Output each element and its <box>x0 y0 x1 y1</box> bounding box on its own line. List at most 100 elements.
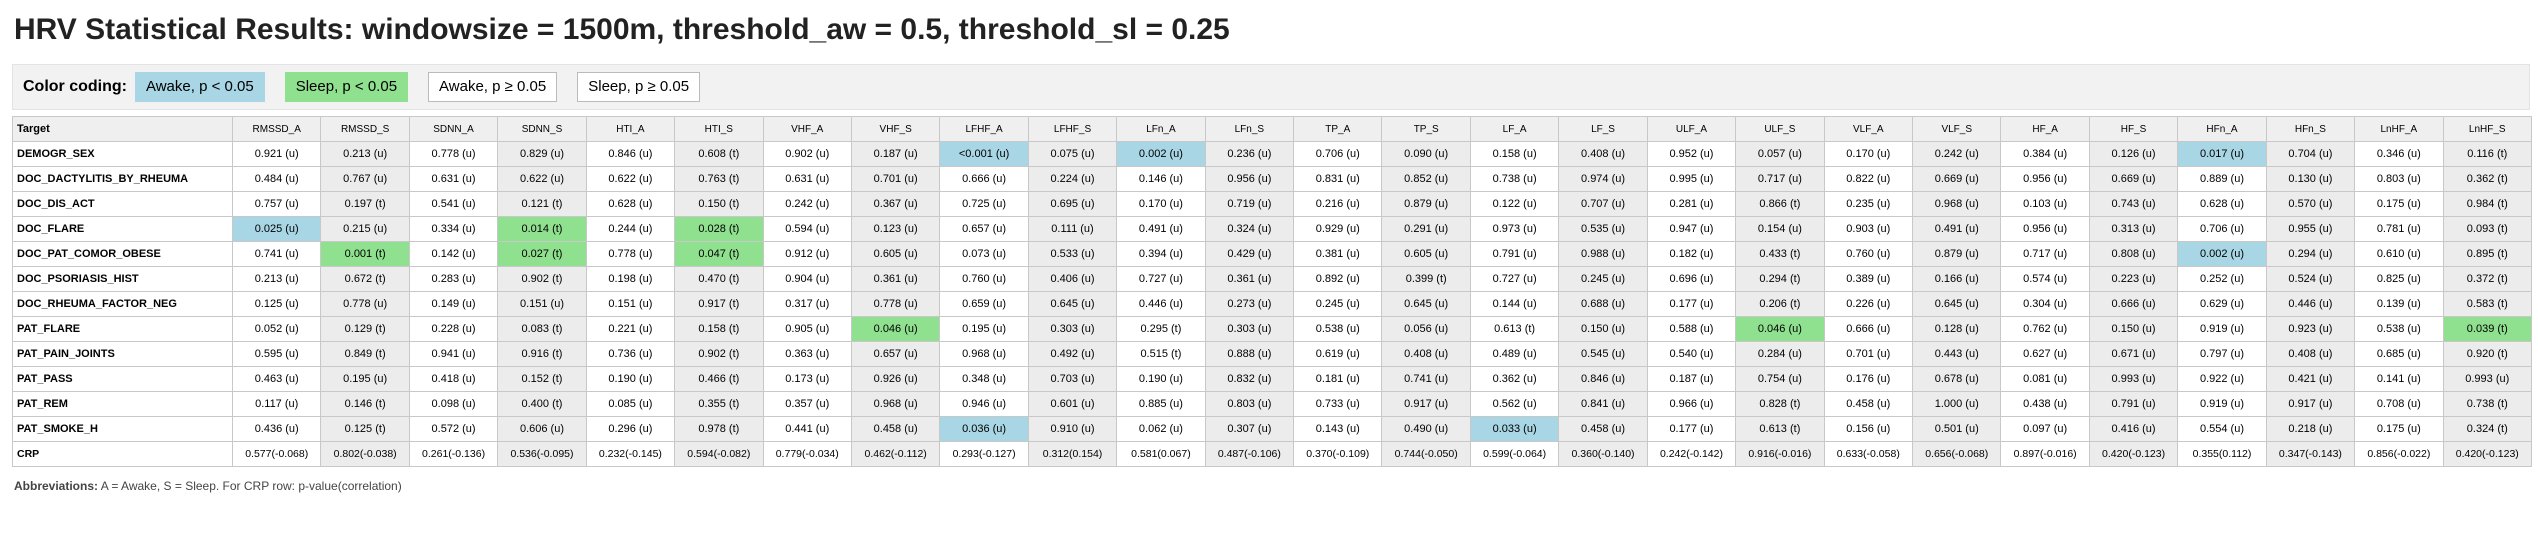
column-header: HF_A <box>2000 116 2090 142</box>
table-cell: 0.866 (t) <box>1735 191 1825 217</box>
table-cell: 0.538 (u) <box>2354 316 2444 342</box>
table-cell: 0.142 (u) <box>408 241 499 267</box>
table-cell: 0.583 (t) <box>2442 291 2533 317</box>
table-cell: 0.458 (u) <box>850 416 941 442</box>
table-cell: 0.154 (u) <box>1735 216 1825 242</box>
table-cell: 0.252 (u) <box>2177 266 2267 292</box>
table-cell: 0.466 (t) <box>674 366 764 392</box>
table-cell: 0.956 (u) <box>2000 216 2090 242</box>
table-cell: 0.631 (u) <box>762 166 852 192</box>
column-header: LF_A <box>1469 116 1560 142</box>
column-header: VLF_A <box>1823 116 1914 142</box>
table-cell: 0.144 (u) <box>1469 291 1560 317</box>
table-cell: 0.166 (u) <box>1912 266 2002 292</box>
table-cell: 0.181 (u) <box>1293 366 1383 392</box>
table-cell: 0.420(-0.123) <box>2088 441 2179 467</box>
table-cell: 0.966 (u) <box>1646 391 1737 417</box>
table-cell: 0.727 (u) <box>1116 266 1206 292</box>
table-row: DEMOGR_SEX 0.921 (u) 0.213 (u) 0.778 (u) 0.8… <box>12 141 2533 167</box>
table-cell: 0.919 (u) <box>2177 316 2267 342</box>
table-cell: 0.470 (t) <box>674 266 764 292</box>
table-cell: 0.394 (u) <box>1116 241 1206 267</box>
table-cell: 0.706 (u) <box>1293 141 1383 167</box>
table-cell: 0.097 (u) <box>2000 416 2090 442</box>
row-target-label: DOC_PAT_COMOR_OBESE <box>12 241 233 267</box>
table-cell: 0.317 (u) <box>762 291 852 317</box>
table-cell: 0.232(-0.145) <box>585 441 676 467</box>
table-cell: 0.645 (u) <box>1027 291 1118 317</box>
table-cell: 0.895 (t) <box>2442 241 2533 267</box>
table-cell: 0.293(-0.127) <box>939 441 1029 467</box>
table-cell: 0.599(-0.064) <box>1469 441 1560 467</box>
table-cell: 0.033 (u) <box>1469 416 1560 442</box>
table-cell: 0.619 (u) <box>1293 341 1383 367</box>
table-cell: 0.175 (u) <box>2354 416 2444 442</box>
table-cell: 0.245 (u) <box>1293 291 1383 317</box>
table-cell: 0.767 (u) <box>320 166 410 192</box>
table-row: DOC_PAT_COMOR_OBESE 0.741 (u) 0.001 (t) 0.1… <box>12 241 2533 267</box>
table-cell: 0.606 (u) <box>497 416 587 442</box>
table-cell: 0.367 (u) <box>850 191 941 217</box>
table-cell: 0.002 (u) <box>2177 241 2267 267</box>
table-cell: 0.903 (u) <box>1823 216 1914 242</box>
table-cell: 0.215 (u) <box>320 216 410 242</box>
table-cell: 0.629 (u) <box>2177 291 2267 317</box>
table-cell: 0.581(0.067) <box>1116 441 1206 467</box>
table-cell: 0.116 (t) <box>2442 141 2533 167</box>
table-cell: 0.462(-0.112) <box>850 441 941 467</box>
legend-sleep-not-significant: Sleep, p ≥ 0.05 <box>577 72 701 102</box>
table-cell: 0.829 (u) <box>497 141 587 167</box>
table-cell: 0.125 (u) <box>231 291 322 317</box>
table-cell: 0.984 (t) <box>2442 191 2533 217</box>
table-cell: 0.090 (u) <box>1381 141 1471 167</box>
table-cell: 0.631 (u) <box>408 166 499 192</box>
table-cell: 0.143 (u) <box>1293 416 1383 442</box>
table-row: PAT_PAIN_JOINTS 0.595 (u) 0.849 (t) 0.941 (… <box>12 341 2533 367</box>
table-cell: 0.083 (t) <box>497 316 587 342</box>
table-cell: 0.952 (u) <box>1646 141 1737 167</box>
table-cell: 0.151 (u) <box>497 291 587 317</box>
table-cell: 0.701 (u) <box>1823 341 1914 367</box>
row-target-label: DOC_FLARE <box>12 216 233 242</box>
table-cell: 0.733 (u) <box>1293 391 1383 417</box>
table-cell: 0.197 (t) <box>320 191 410 217</box>
table-cell: 0.594 (u) <box>762 216 852 242</box>
table-cell: 0.406 (u) <box>1027 266 1118 292</box>
table-cell: 0.803 (u) <box>2354 166 2444 192</box>
table-cell: 0.574 (u) <box>2000 266 2090 292</box>
table-cell: 0.926 (u) <box>850 366 941 392</box>
table-cell: 0.303 (u) <box>1204 316 1295 342</box>
table-cell: 0.902 (t) <box>674 341 764 367</box>
table-cell: 0.803 (u) <box>1204 391 1295 417</box>
table-cell: 0.916(-0.016) <box>1735 441 1825 467</box>
table-cell: 0.027 (t) <box>497 241 587 267</box>
table-cell: 0.418 (u) <box>408 366 499 392</box>
table-cell: 0.187 (u) <box>850 141 941 167</box>
table-cell: 0.889 (u) <box>2177 166 2267 192</box>
table-cell: 0.156 (u) <box>1823 416 1914 442</box>
table-row: DOC_RHEUMA_FACTOR_NEG 0.125 (u) 0.778 (u) 0… <box>12 291 2533 317</box>
column-header: HFn_S <box>2265 116 2356 142</box>
table-cell: 0.572 (u) <box>408 416 499 442</box>
table-cell: 0.666 (u) <box>939 166 1029 192</box>
table-cell: 0.666 (u) <box>2088 291 2179 317</box>
table-row: PAT_PASS 0.463 (u) 0.195 (u) 0.418 (u) 0.152… <box>12 366 2533 392</box>
table-cell: 0.152 (t) <box>497 366 587 392</box>
table-cell: 0.139 (u) <box>2354 291 2444 317</box>
table-cell: 0.570 (u) <box>2265 191 2356 217</box>
table-cell: 0.727 (u) <box>1469 266 1560 292</box>
table-cell: 0.717 (u) <box>1735 166 1825 192</box>
table-cell: 0.121 (t) <box>497 191 587 217</box>
table-cell: 0.307 (u) <box>1204 416 1295 442</box>
table-cell: 0.361 (u) <box>1204 266 1295 292</box>
table-cell: 0.129 (t) <box>320 316 410 342</box>
table-cell: 0.347(-0.143) <box>2265 441 2356 467</box>
legend-awake-significant: Awake, p < 0.05 <box>134 72 265 102</box>
row-target-label: PAT_REM <box>12 391 233 417</box>
table-cell: 0.956 (u) <box>1204 166 1295 192</box>
table-cell: 0.213 (u) <box>320 141 410 167</box>
table-cell: 0.645 (u) <box>1381 291 1471 317</box>
table-cell: 0.348 (u) <box>939 366 1029 392</box>
table-cell: 0.039 (t) <box>2442 316 2533 342</box>
table-cell: 0.973 (u) <box>1469 216 1560 242</box>
